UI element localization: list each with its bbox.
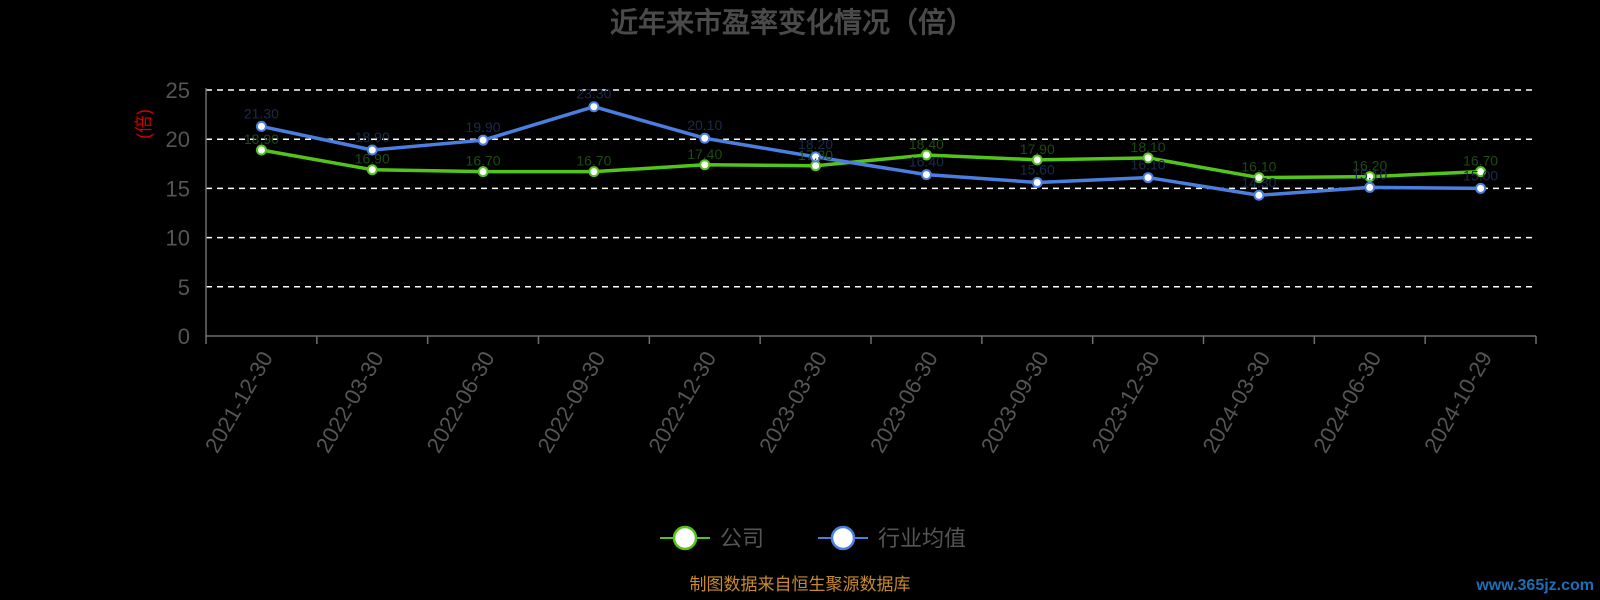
- data-label: 18.20: [798, 136, 833, 152]
- data-label: 17.90: [1020, 141, 1055, 157]
- x-tick-label: 2022-06-30: [422, 347, 500, 457]
- data-label: 23.30: [576, 86, 611, 102]
- data-point[interactable]: [699, 159, 711, 171]
- data-point[interactable]: [1142, 152, 1154, 164]
- data-label: 18.10: [1131, 139, 1166, 155]
- y-tick-label: 15: [166, 176, 190, 201]
- series-layer: 18.90 16.90 16.70 16.70 17.40 17.30 18.40 17.90…: [244, 86, 1498, 201]
- data-point[interactable]: [366, 164, 378, 176]
- data-label: 17.30: [798, 147, 833, 163]
- data-source-note: 制图数据来自恒生聚源数据库: [690, 575, 911, 594]
- legend-item[interactable]: 行业均值: [818, 525, 966, 551]
- series-line: [261, 148, 1481, 180]
- data-label: 16.20: [1352, 158, 1387, 174]
- x-tick-label: 2022-09-30: [532, 347, 610, 457]
- data-point[interactable]: [1253, 172, 1265, 184]
- data-label: 16.70: [466, 153, 501, 169]
- series-line: [261, 104, 1481, 198]
- data-point[interactable]: [477, 166, 489, 178]
- legend-label: 公司: [720, 526, 764, 551]
- y-tick-label: 0: [178, 324, 190, 349]
- data-label: 21.30: [244, 105, 279, 121]
- y-tick-label: 25: [166, 78, 190, 103]
- x-tick-label: 2023-03-30: [754, 347, 832, 457]
- data-label: 15.60: [1020, 161, 1055, 177]
- legend-label: 行业均值: [878, 526, 966, 551]
- data-point[interactable]: [366, 144, 378, 156]
- data-label: 16.70: [576, 153, 611, 169]
- data-point[interactable]: [1364, 171, 1376, 183]
- data-point[interactable]: [699, 132, 711, 144]
- data-point[interactable]: [920, 169, 932, 181]
- x-tick-label: 2024-10-29: [1419, 347, 1497, 457]
- data-point[interactable]: [477, 134, 489, 146]
- data-point[interactable]: [1364, 181, 1376, 193]
- data-point[interactable]: [1031, 176, 1043, 188]
- x-tick-label: 2022-12-30: [643, 347, 721, 457]
- data-label: 18.40: [909, 136, 944, 152]
- data-point[interactable]: [1475, 182, 1487, 194]
- data-point[interactable]: [1142, 172, 1154, 184]
- x-tick-label: 2023-06-30: [865, 347, 943, 457]
- data-point[interactable]: [1031, 154, 1043, 166]
- data-label: 20.10: [687, 117, 722, 133]
- data-label: 16.10: [1241, 159, 1276, 175]
- data-label: 14.30: [1241, 174, 1276, 190]
- grid-lines: [206, 89, 1536, 288]
- data-point[interactable]: [810, 151, 822, 163]
- data-point[interactable]: [255, 144, 267, 156]
- data-label: 18.90: [355, 129, 390, 145]
- legend[interactable]: 公司 行业均值: [660, 525, 966, 551]
- x-tick-label: 2022-03-30: [311, 347, 389, 457]
- data-label: 16.70: [1463, 153, 1498, 169]
- x-tick-label: 2021-12-30: [200, 347, 278, 457]
- data-label: 15.00: [1463, 167, 1498, 183]
- y-axis-label: (倍): [134, 109, 154, 139]
- data-point[interactable]: [588, 166, 600, 178]
- data-point[interactable]: [1475, 166, 1487, 178]
- x-tick-label: 2023-12-30: [1087, 347, 1165, 457]
- data-label: 16.40: [909, 154, 944, 170]
- data-label: 17.40: [687, 146, 722, 162]
- data-label: 15.10: [1352, 166, 1387, 182]
- data-label: 18.90: [244, 131, 279, 147]
- data-point[interactable]: [1253, 189, 1265, 201]
- chart-title: 近年来市盈率变化情况（倍）: [610, 6, 974, 38]
- y-tick-label: 5: [178, 275, 190, 300]
- legend-item[interactable]: 公司: [660, 525, 764, 551]
- data-label: 19.90: [466, 119, 501, 135]
- watermark: www.365jz.com: [1475, 577, 1594, 594]
- data-point[interactable]: [920, 149, 932, 161]
- x-tick-label: 2024-03-30: [1197, 347, 1275, 457]
- data-label: 16.90: [355, 151, 390, 167]
- y-tick-label: 10: [166, 226, 190, 251]
- data-point[interactable]: [588, 101, 600, 113]
- x-tick-label: 2024-06-30: [1308, 347, 1386, 457]
- data-label: 16.10: [1131, 157, 1166, 173]
- legend-swatch-marker: [830, 525, 856, 551]
- data-point[interactable]: [255, 120, 267, 132]
- y-tick-label: 20: [166, 127, 190, 152]
- x-tick-label: 2023-09-30: [976, 347, 1054, 457]
- legend-swatch-marker: [672, 525, 698, 551]
